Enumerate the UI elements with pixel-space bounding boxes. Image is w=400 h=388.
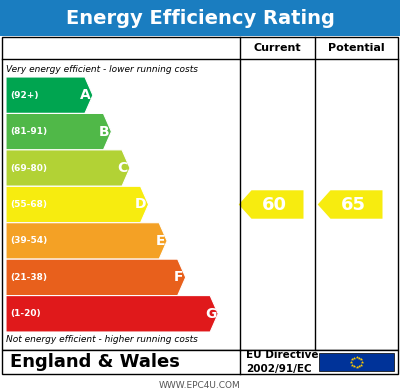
Text: Current: Current: [254, 43, 301, 53]
Text: E: E: [156, 234, 165, 248]
Text: (39-54): (39-54): [10, 236, 47, 246]
Text: 65: 65: [341, 196, 366, 213]
Text: (69-80): (69-80): [10, 164, 47, 173]
Polygon shape: [6, 186, 148, 223]
Polygon shape: [6, 296, 218, 332]
Text: Energy Efficiency Rating: Energy Efficiency Rating: [66, 9, 334, 28]
Text: (81-91): (81-91): [10, 127, 47, 136]
Text: (92+): (92+): [10, 91, 38, 100]
Polygon shape: [239, 190, 304, 219]
Polygon shape: [6, 150, 130, 186]
Text: (21-38): (21-38): [10, 273, 47, 282]
Polygon shape: [6, 77, 93, 113]
Text: B: B: [99, 125, 110, 139]
Text: WWW.EPC4U.COM: WWW.EPC4U.COM: [159, 381, 241, 388]
Bar: [0, 0, 400, 36]
Text: (55-68): (55-68): [10, 200, 47, 209]
Text: C: C: [118, 161, 128, 175]
Text: (1-20): (1-20): [10, 309, 41, 318]
Polygon shape: [6, 259, 186, 296]
Polygon shape: [6, 223, 167, 259]
Text: A: A: [80, 88, 91, 102]
Polygon shape: [6, 113, 112, 150]
Bar: [2, 350, 398, 374]
Text: Very energy efficient - lower running costs: Very energy efficient - lower running co…: [6, 66, 198, 74]
Text: Potential: Potential: [328, 43, 385, 53]
Text: Not energy efficient - higher running costs: Not energy efficient - higher running co…: [6, 336, 198, 345]
Bar: [2, 37, 398, 350]
Text: D: D: [135, 197, 146, 211]
Polygon shape: [318, 190, 382, 219]
Text: England & Wales: England & Wales: [10, 353, 180, 371]
Text: F: F: [174, 270, 184, 284]
Text: 60: 60: [262, 196, 287, 213]
Bar: [319, 353, 394, 371]
Text: EU Directive
2002/91/EC: EU Directive 2002/91/EC: [246, 350, 318, 374]
Text: G: G: [205, 307, 216, 321]
